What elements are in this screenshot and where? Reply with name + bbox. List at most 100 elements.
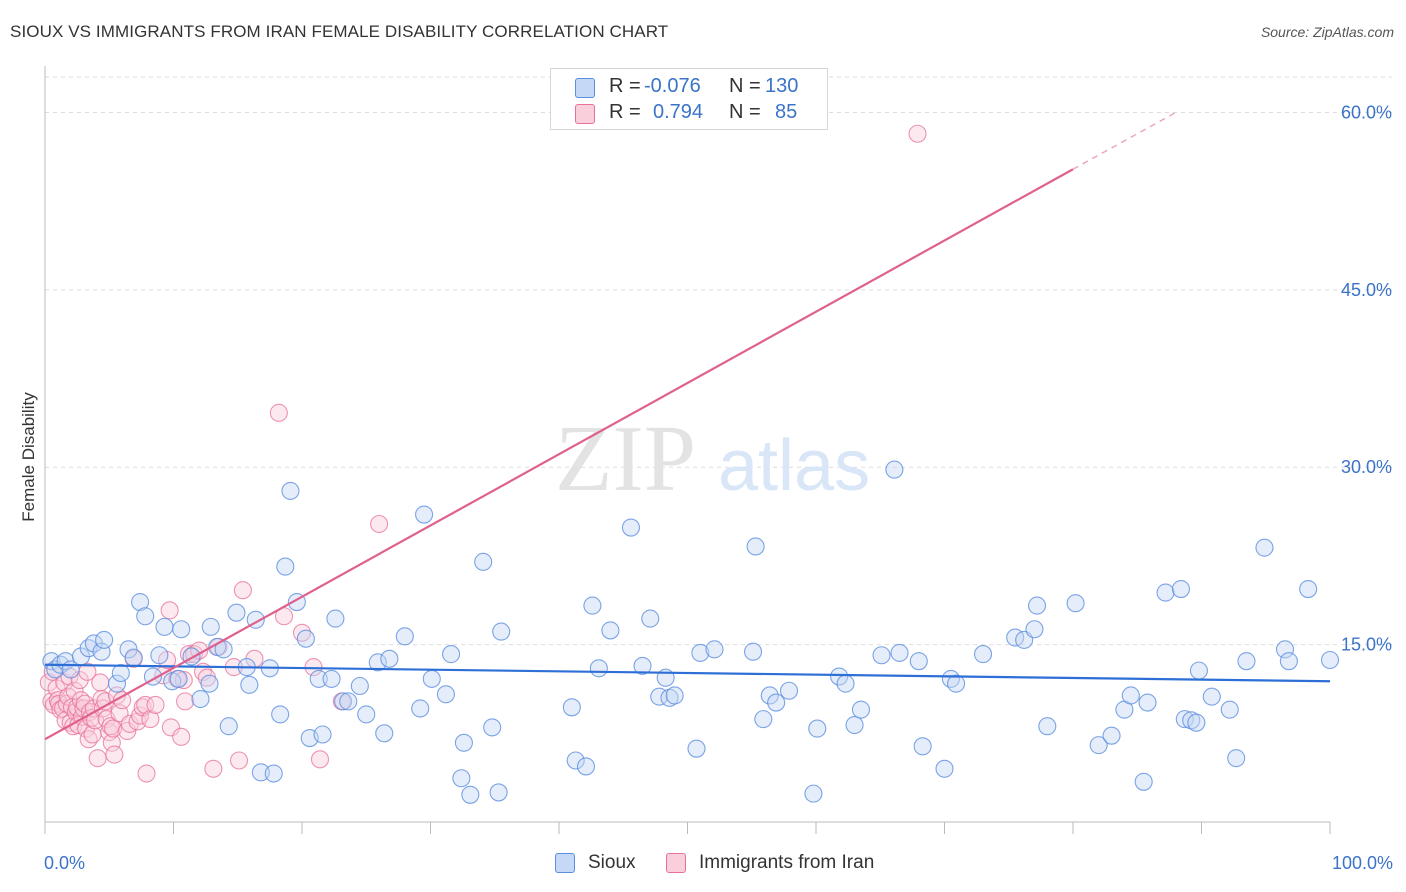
- sioux-point: [395, 627, 414, 646]
- y-tick-label: 15.0%: [1341, 635, 1392, 655]
- iran-point: [88, 749, 107, 768]
- sioux-point: [172, 620, 191, 639]
- sioux-point: [973, 645, 993, 664]
- sioux-point: [633, 656, 652, 675]
- watermark: ZIP atlas: [555, 407, 870, 511]
- sioux-point: [155, 617, 174, 636]
- sioux-point: [415, 505, 434, 524]
- sioux-point: [1138, 693, 1157, 712]
- sioux-point: [1089, 736, 1108, 755]
- sioux-point: [322, 669, 341, 688]
- sioux-point: [313, 725, 332, 744]
- y-tick-label: 60.0%: [1341, 102, 1392, 122]
- iran-point: [176, 692, 195, 711]
- sioux-point: [131, 592, 150, 612]
- sioux-point: [357, 705, 376, 724]
- sioux-point: [169, 669, 188, 688]
- sioux-point: [589, 659, 608, 678]
- sioux-point: [1279, 652, 1298, 671]
- sioux-point: [601, 621, 620, 640]
- sioux-point: [1187, 713, 1206, 732]
- sioux-point: [621, 518, 641, 537]
- sioux-point: [705, 640, 724, 659]
- iran-point: [370, 514, 389, 534]
- iran-point: [160, 601, 179, 620]
- sioux-point: [422, 669, 441, 688]
- y-axis-label: Female Disability: [19, 392, 38, 522]
- sioux-point: [454, 733, 473, 752]
- iran-point: [146, 695, 165, 714]
- sioux-point: [1202, 687, 1221, 706]
- iran-point: [310, 750, 330, 769]
- iran-swatch: [666, 853, 686, 873]
- iran-point: [136, 695, 155, 714]
- sioux-point: [240, 675, 259, 694]
- iran-swatch: [575, 104, 595, 124]
- y-tick-label: 45.0%: [1341, 280, 1392, 300]
- watermark-zip: ZIP: [555, 407, 696, 511]
- sioux-point: [562, 698, 581, 717]
- sioux-point: [1275, 640, 1295, 659]
- sioux-point: [276, 557, 295, 576]
- sioux-point: [935, 759, 954, 778]
- sioux-point: [411, 699, 430, 718]
- n-label: N =: [729, 101, 761, 123]
- sioux-point: [264, 764, 283, 783]
- sioux-point: [227, 603, 246, 622]
- sioux-point: [1156, 583, 1175, 602]
- r-label: R =: [609, 101, 641, 123]
- sioux-point: [271, 705, 290, 724]
- iran-point: [102, 733, 121, 752]
- n-value: 85: [775, 101, 798, 123]
- iran-point: [172, 727, 191, 746]
- sioux-point: [436, 685, 455, 704]
- sioux-point: [641, 609, 660, 628]
- legend-label: Sioux: [588, 852, 636, 873]
- sioux-point: [309, 669, 328, 688]
- sioux-point: [746, 537, 765, 556]
- watermark-atlas: atlas: [718, 426, 870, 506]
- sioux-point: [754, 710, 773, 729]
- iran-trend-line: [44, 168, 1074, 741]
- sioux-point: [767, 693, 786, 712]
- r-value: -0.076: [644, 75, 701, 97]
- sioux-trend-line: [44, 663, 1331, 683]
- sioux-point: [913, 737, 932, 756]
- sioux-point: [1227, 749, 1246, 768]
- sioux-point: [107, 674, 127, 693]
- gridlines: [45, 76, 1392, 646]
- sioux-point: [95, 630, 114, 649]
- sioux-point: [461, 785, 480, 804]
- sioux-swatch: [555, 853, 575, 873]
- y-tick-label: 30.0%: [1341, 457, 1392, 477]
- tick-labels: 15.0% 30.0% 45.0% 60.0% 0.0% 100.0%: [44, 102, 1393, 873]
- iran-point: [269, 403, 288, 422]
- iran-point: [137, 764, 156, 783]
- sioux-point: [442, 645, 461, 664]
- sioux-point: [1102, 726, 1121, 745]
- sioux-point: [830, 667, 849, 686]
- sioux-point: [124, 648, 143, 667]
- sioux-point: [890, 643, 909, 662]
- iran-point: [91, 673, 110, 692]
- series-legend: Sioux Immigrants from Iran: [0, 850, 1406, 878]
- legend-label: Immigrants from Iran: [699, 852, 875, 873]
- legend-row-iran: R = 0.794 N = 85: [551, 101, 827, 127]
- sioux-point: [452, 769, 471, 788]
- sioux-point: [1255, 538, 1274, 557]
- sioux-point: [489, 783, 508, 802]
- sioux-point: [1171, 579, 1190, 599]
- r-value: 0.794: [653, 101, 704, 123]
- sioux-point: [1134, 772, 1153, 791]
- sioux-swatch: [575, 78, 595, 98]
- x-tick-label: 0.0%: [44, 853, 85, 873]
- sioux-point: [380, 649, 399, 668]
- sioux-point: [836, 674, 855, 693]
- sioux-point: [1027, 596, 1047, 615]
- sioux-point: [760, 686, 779, 705]
- iran-point: [105, 745, 124, 764]
- sioux-point: [150, 646, 169, 665]
- sioux-point: [851, 700, 871, 719]
- sioux-point: [492, 622, 511, 641]
